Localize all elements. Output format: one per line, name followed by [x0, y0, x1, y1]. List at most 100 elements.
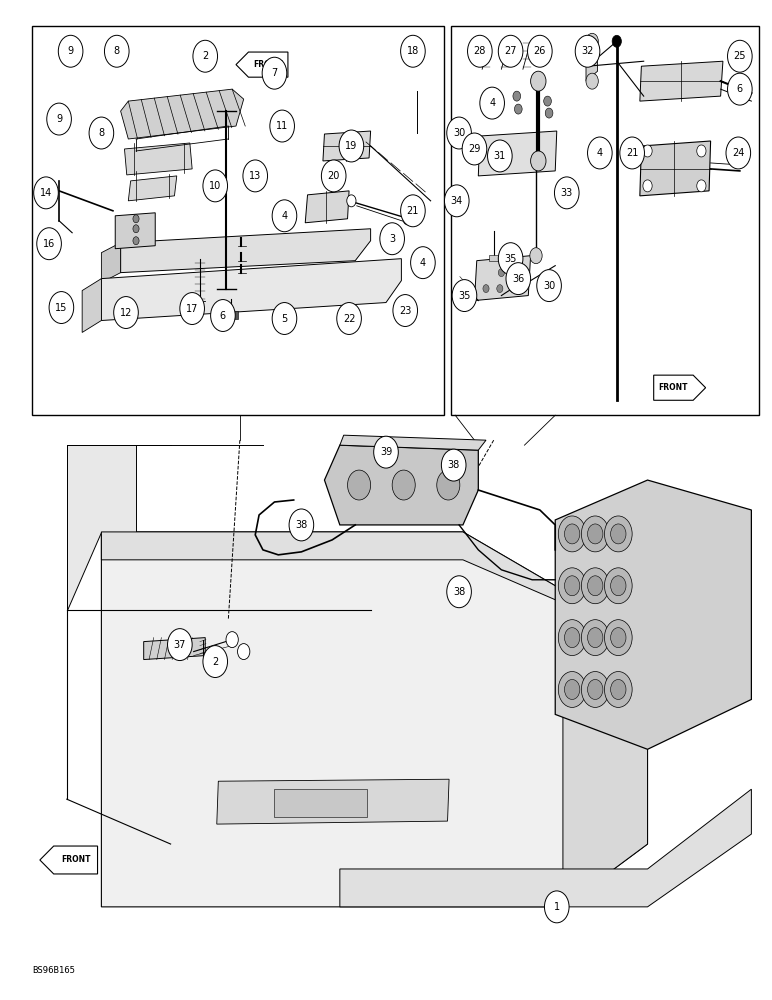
- Circle shape: [483, 285, 489, 293]
- Text: 7: 7: [271, 68, 278, 78]
- Circle shape: [611, 524, 626, 544]
- Text: 2: 2: [212, 657, 218, 667]
- Text: 4: 4: [489, 98, 495, 108]
- Circle shape: [513, 91, 520, 101]
- Circle shape: [587, 628, 603, 648]
- Text: 28: 28: [474, 46, 486, 56]
- Circle shape: [543, 96, 551, 106]
- Circle shape: [203, 646, 228, 678]
- Text: 4: 4: [282, 211, 287, 221]
- Polygon shape: [40, 846, 97, 874]
- Circle shape: [558, 620, 586, 656]
- Text: 25: 25: [733, 51, 746, 61]
- Circle shape: [168, 629, 192, 661]
- Circle shape: [34, 177, 59, 209]
- Circle shape: [564, 680, 580, 699]
- Circle shape: [581, 672, 609, 707]
- Text: 30: 30: [543, 281, 555, 291]
- Circle shape: [447, 576, 472, 608]
- Circle shape: [193, 40, 218, 72]
- Text: 21: 21: [626, 148, 638, 158]
- Circle shape: [211, 300, 235, 331]
- Circle shape: [59, 35, 83, 67]
- Bar: [452, 26, 759, 415]
- Circle shape: [604, 516, 632, 552]
- Text: 30: 30: [453, 128, 466, 138]
- Text: 21: 21: [407, 206, 419, 216]
- Circle shape: [480, 87, 504, 119]
- Circle shape: [468, 35, 493, 67]
- Circle shape: [643, 145, 652, 157]
- Bar: [489, 255, 498, 261]
- Polygon shape: [128, 176, 177, 201]
- Circle shape: [445, 185, 469, 217]
- Polygon shape: [120, 229, 371, 273]
- Text: 3: 3: [389, 234, 395, 244]
- Text: 10: 10: [209, 181, 222, 191]
- Circle shape: [611, 628, 626, 648]
- Text: 20: 20: [327, 171, 340, 181]
- Polygon shape: [340, 789, 751, 907]
- Polygon shape: [324, 445, 479, 525]
- Circle shape: [104, 35, 129, 67]
- Text: FRONT: FRONT: [61, 855, 90, 864]
- Text: 38: 38: [453, 587, 466, 597]
- Bar: [119, 311, 133, 319]
- Circle shape: [226, 632, 239, 648]
- Circle shape: [411, 247, 435, 279]
- Text: 6: 6: [220, 311, 226, 321]
- Polygon shape: [305, 191, 349, 223]
- Circle shape: [49, 292, 73, 323]
- Text: 13: 13: [249, 171, 262, 181]
- Circle shape: [581, 568, 609, 604]
- Circle shape: [37, 228, 62, 260]
- Text: 33: 33: [560, 188, 573, 198]
- Circle shape: [380, 223, 405, 255]
- Text: 18: 18: [407, 46, 419, 56]
- Polygon shape: [66, 445, 136, 610]
- Polygon shape: [101, 532, 648, 640]
- Circle shape: [498, 35, 523, 67]
- Circle shape: [697, 180, 706, 192]
- Polygon shape: [586, 41, 598, 81]
- Text: 24: 24: [732, 148, 744, 158]
- Circle shape: [564, 576, 580, 596]
- Polygon shape: [144, 638, 205, 660]
- Circle shape: [462, 133, 487, 165]
- Circle shape: [498, 269, 504, 277]
- Circle shape: [697, 145, 706, 157]
- Polygon shape: [640, 141, 710, 196]
- Circle shape: [133, 237, 139, 245]
- Text: 38: 38: [295, 520, 307, 530]
- Circle shape: [403, 213, 412, 225]
- Text: 1: 1: [554, 902, 560, 912]
- Circle shape: [270, 110, 294, 142]
- Circle shape: [339, 130, 364, 162]
- Circle shape: [558, 516, 586, 552]
- Text: 38: 38: [448, 460, 460, 470]
- Circle shape: [530, 151, 546, 171]
- Polygon shape: [475, 256, 530, 301]
- Text: 37: 37: [174, 640, 186, 650]
- Circle shape: [530, 71, 546, 91]
- Circle shape: [544, 891, 569, 923]
- Circle shape: [537, 270, 561, 302]
- Text: 35: 35: [504, 254, 516, 264]
- Circle shape: [289, 509, 313, 541]
- Polygon shape: [217, 779, 449, 824]
- Polygon shape: [640, 61, 723, 101]
- Circle shape: [113, 297, 138, 328]
- Circle shape: [506, 263, 530, 295]
- Text: 17: 17: [186, 304, 198, 314]
- Circle shape: [564, 524, 580, 544]
- Circle shape: [496, 285, 503, 293]
- Polygon shape: [101, 259, 401, 320]
- Circle shape: [558, 568, 586, 604]
- Polygon shape: [479, 131, 557, 176]
- Circle shape: [727, 40, 752, 72]
- Polygon shape: [236, 52, 288, 77]
- Bar: [32, 26, 444, 415]
- Text: 32: 32: [581, 46, 594, 56]
- Circle shape: [604, 568, 632, 604]
- Circle shape: [273, 303, 296, 334]
